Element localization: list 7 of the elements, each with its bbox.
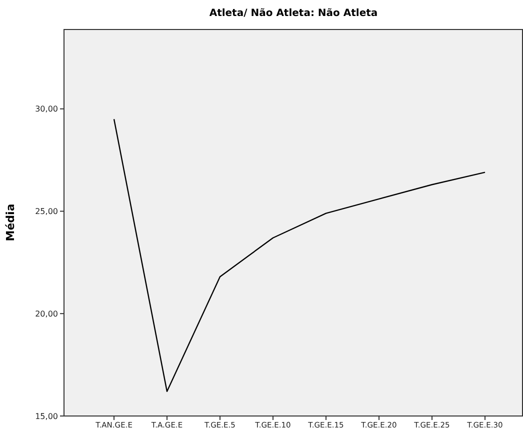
y-tick-label: 20,00 (35, 309, 58, 318)
y-axis-title: Média (4, 204, 17, 242)
y-tick-label: 30,00 (35, 104, 58, 114)
chart-title: Atleta/ Não Atleta: Não Atleta (208, 8, 379, 19)
y-tick-label: 15,00 (35, 412, 58, 421)
line-series (113, 118, 486, 392)
y-tick-label: 25,00 (35, 207, 58, 216)
